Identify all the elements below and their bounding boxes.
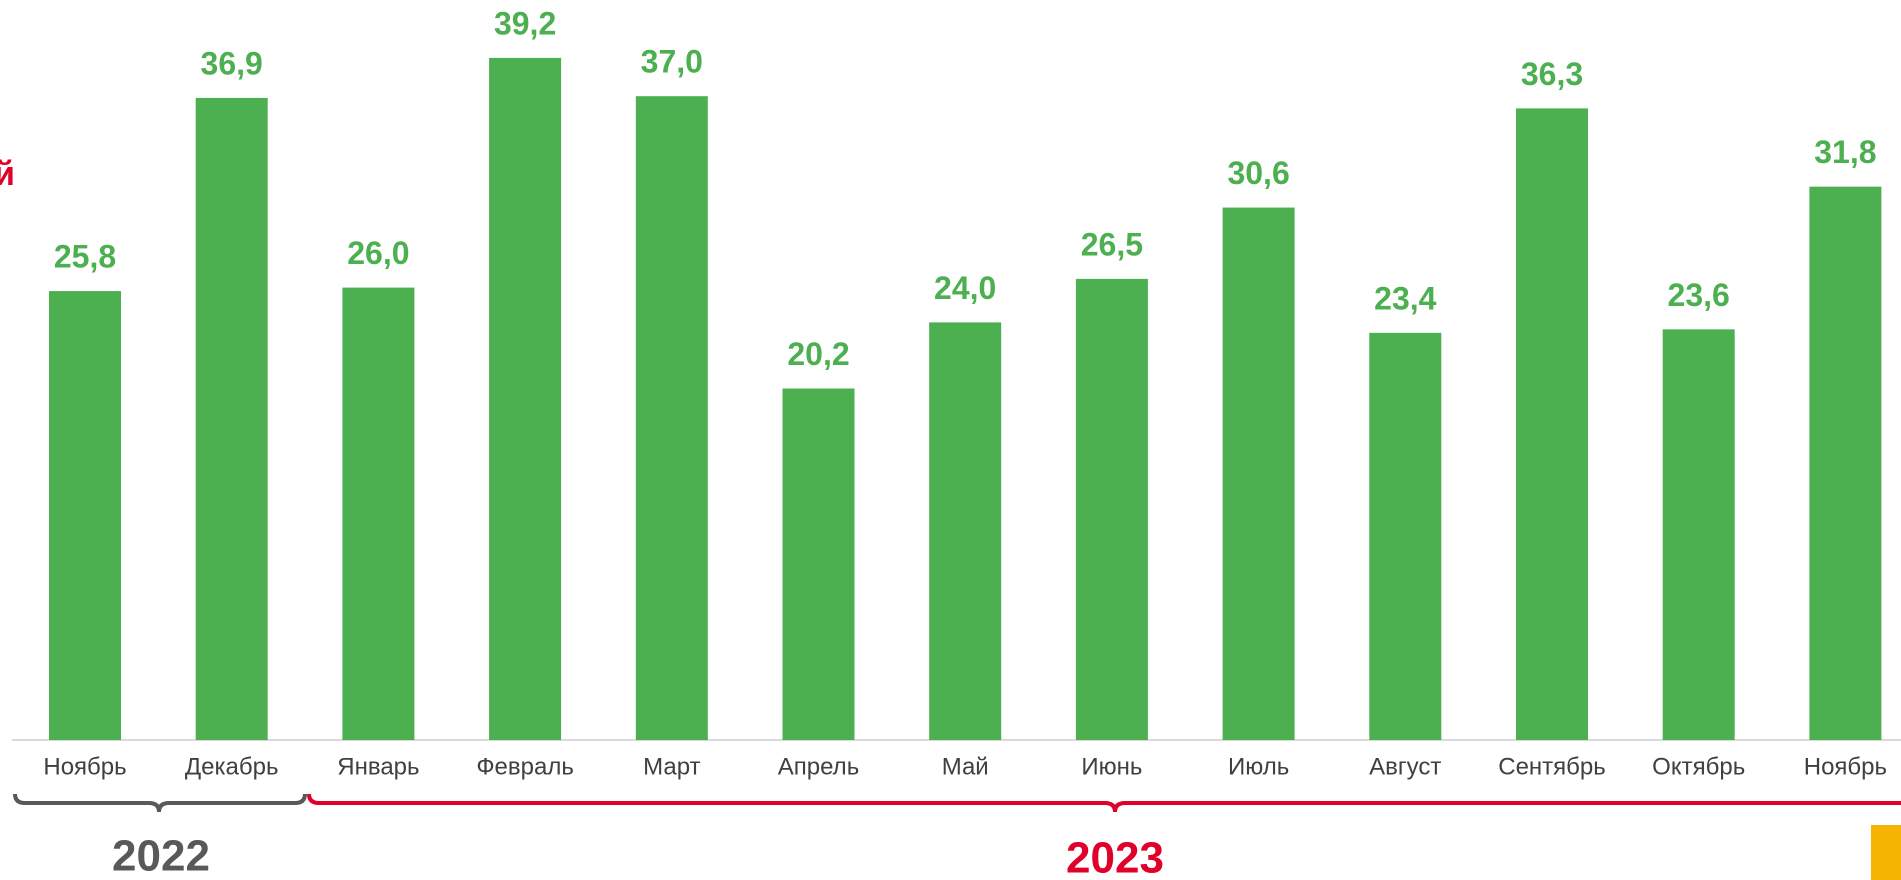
bar xyxy=(929,322,1002,740)
value-label: 26,5 xyxy=(1081,226,1143,262)
x-tick-label: Декабрь xyxy=(185,753,279,780)
value-label: 39,2 xyxy=(494,5,556,41)
bar xyxy=(1809,186,1882,740)
value-label: 36,3 xyxy=(1521,56,1583,92)
year-bracket xyxy=(307,793,1901,813)
chart-title: й xyxy=(0,155,15,193)
value-label: 25,8 xyxy=(54,239,116,275)
value-label: 24,0 xyxy=(934,270,996,306)
year-bracket xyxy=(13,793,307,813)
x-tick-label: Январь xyxy=(337,753,419,780)
x-tick-label: Ноябрь xyxy=(1804,753,1887,780)
bar xyxy=(635,96,708,740)
x-tick-label: Август xyxy=(1369,753,1441,780)
bar xyxy=(342,287,415,740)
x-tick-label: Июнь xyxy=(1081,753,1142,780)
bar xyxy=(1222,207,1295,740)
corner-badge xyxy=(1871,825,1901,880)
value-label: 26,0 xyxy=(347,235,409,271)
bar xyxy=(195,97,268,740)
x-tick-label: Октябрь xyxy=(1652,753,1745,780)
bar xyxy=(1516,108,1588,740)
year-label: 2022 xyxy=(112,832,210,880)
value-label: 36,9 xyxy=(201,45,263,81)
bar xyxy=(1075,278,1148,740)
x-tick-label: Июль xyxy=(1228,753,1289,780)
x-tick-label: Март xyxy=(643,753,700,780)
value-label: 31,8 xyxy=(1814,134,1876,170)
value-label: 23,6 xyxy=(1668,277,1730,313)
year-label: 2023 xyxy=(1066,834,1164,880)
x-tick-label: Сентябрь xyxy=(1498,753,1606,780)
bar xyxy=(1662,329,1735,740)
bar xyxy=(1369,332,1442,740)
x-tick-label: Ноябрь xyxy=(43,753,126,780)
x-tick-label: Апрель xyxy=(778,753,859,780)
x-tick-label: Февраль xyxy=(476,753,574,780)
value-label: 20,2 xyxy=(787,336,849,372)
x-tick-label: Май xyxy=(942,753,989,780)
bar xyxy=(489,57,562,741)
value-label: 23,4 xyxy=(1374,280,1436,316)
value-label: 30,6 xyxy=(1227,155,1289,191)
bar xyxy=(782,388,855,740)
bar xyxy=(49,291,121,740)
value-label: 37,0 xyxy=(641,44,703,80)
